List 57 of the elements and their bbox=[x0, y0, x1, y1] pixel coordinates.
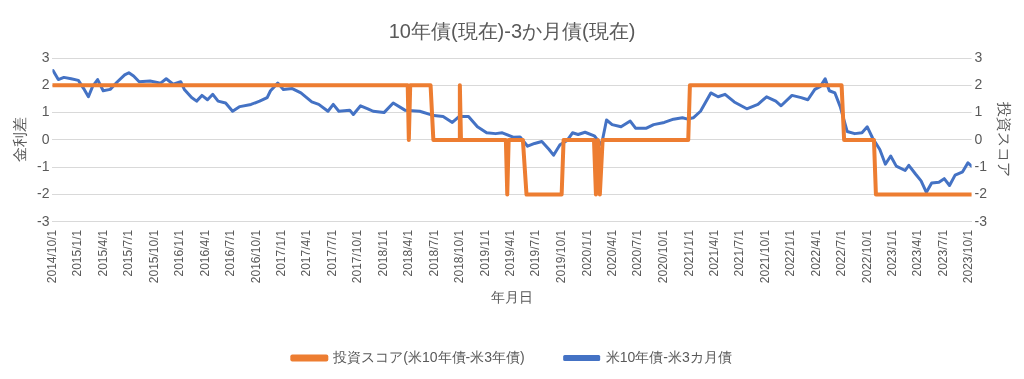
x-tick-label: 2022/4/1 bbox=[808, 229, 823, 277]
x-tick-label: 2022/10/1 bbox=[859, 229, 874, 284]
y2-tick-label: -2 bbox=[974, 185, 988, 202]
x-tick-label: 2015/10/1 bbox=[146, 229, 161, 284]
x-tick-label: 2018/1/1 bbox=[376, 229, 391, 277]
y-tick-label: 3 bbox=[41, 48, 50, 65]
x-tick-label: 2020/10/1 bbox=[656, 229, 671, 284]
x-tick-label: 2020/4/1 bbox=[604, 229, 619, 277]
x-tick-label: 2021/7/1 bbox=[732, 229, 747, 277]
y-tick-label: -1 bbox=[37, 158, 50, 175]
legend-label: 投資スコア(米10年債-米3年債) bbox=[332, 348, 525, 365]
x-tick-label: 2015/1/1 bbox=[70, 229, 85, 277]
x-tick-label: 2018/7/1 bbox=[426, 229, 441, 277]
legend-label: 米10年債-米3カ月債 bbox=[605, 348, 732, 365]
y2-tick-label: 3 bbox=[974, 48, 983, 65]
x-tick-label: 2020/1/1 bbox=[579, 229, 594, 277]
y2-tick-label: 2 bbox=[974, 76, 983, 93]
x-tick-label: 2016/4/1 bbox=[197, 229, 212, 277]
x-tick-label: 2021/10/1 bbox=[757, 229, 772, 284]
x-tick-label: 2021/4/1 bbox=[706, 229, 721, 277]
x-tick-label: 2023/10/1 bbox=[961, 229, 976, 284]
x-tick-label: 2016/10/1 bbox=[248, 229, 263, 284]
x-tick-label: 2014/10/1 bbox=[44, 229, 59, 284]
x-tick-label: 2017/7/1 bbox=[324, 229, 339, 277]
y-tick-label: -2 bbox=[37, 185, 50, 202]
y-tick-label: -3 bbox=[37, 212, 50, 229]
y2-tick-label: 0 bbox=[974, 130, 983, 147]
x-tick-label: 2015/7/1 bbox=[120, 229, 135, 277]
x-tick-label: 2018/10/1 bbox=[452, 229, 467, 284]
x-tick-label: 2019/1/1 bbox=[477, 229, 492, 277]
x-tick-label: 2017/4/1 bbox=[299, 229, 314, 277]
x-tick-label: 2023/4/1 bbox=[910, 229, 925, 277]
y2-tick-label: -1 bbox=[974, 158, 988, 175]
x-tick-label: 2023/7/1 bbox=[935, 229, 950, 277]
x-tick-label: 2020/7/1 bbox=[630, 229, 645, 277]
x-tick-label: 2021/1/1 bbox=[681, 229, 696, 277]
x-tick-label: 2016/1/1 bbox=[172, 229, 187, 277]
x-tick-label: 2022/1/1 bbox=[783, 229, 798, 277]
x-tick-label: 2017/10/1 bbox=[350, 229, 365, 284]
y2-tick-label: 1 bbox=[974, 103, 983, 120]
x-tick-label: 2017/1/1 bbox=[274, 229, 289, 277]
x-tick-label: 2015/4/1 bbox=[95, 229, 110, 277]
y-tick-label: 2 bbox=[41, 76, 50, 93]
x-tick-label: 2019/4/1 bbox=[502, 229, 517, 277]
y-axis-title: 金利差 bbox=[11, 117, 29, 163]
y-tick-label: 0 bbox=[41, 130, 50, 147]
chart-title: 10年債(現在)-3か月債(現在) bbox=[388, 19, 636, 42]
y-tick-label: 1 bbox=[41, 103, 50, 120]
x-tick-label: 2019/7/1 bbox=[528, 229, 543, 277]
x-tick-label: 2023/1/1 bbox=[885, 229, 900, 277]
x-tick-label: 2019/10/1 bbox=[553, 229, 568, 284]
y2-axis-title: 投資スコア bbox=[995, 101, 1013, 178]
y2-tick-label: -3 bbox=[974, 212, 988, 229]
x-axis-title: 年月日 bbox=[491, 289, 533, 306]
x-tick-label: 2022/7/1 bbox=[833, 229, 848, 277]
x-tick-label: 2018/4/1 bbox=[401, 229, 416, 277]
x-tick-label: 2016/7/1 bbox=[222, 229, 237, 277]
